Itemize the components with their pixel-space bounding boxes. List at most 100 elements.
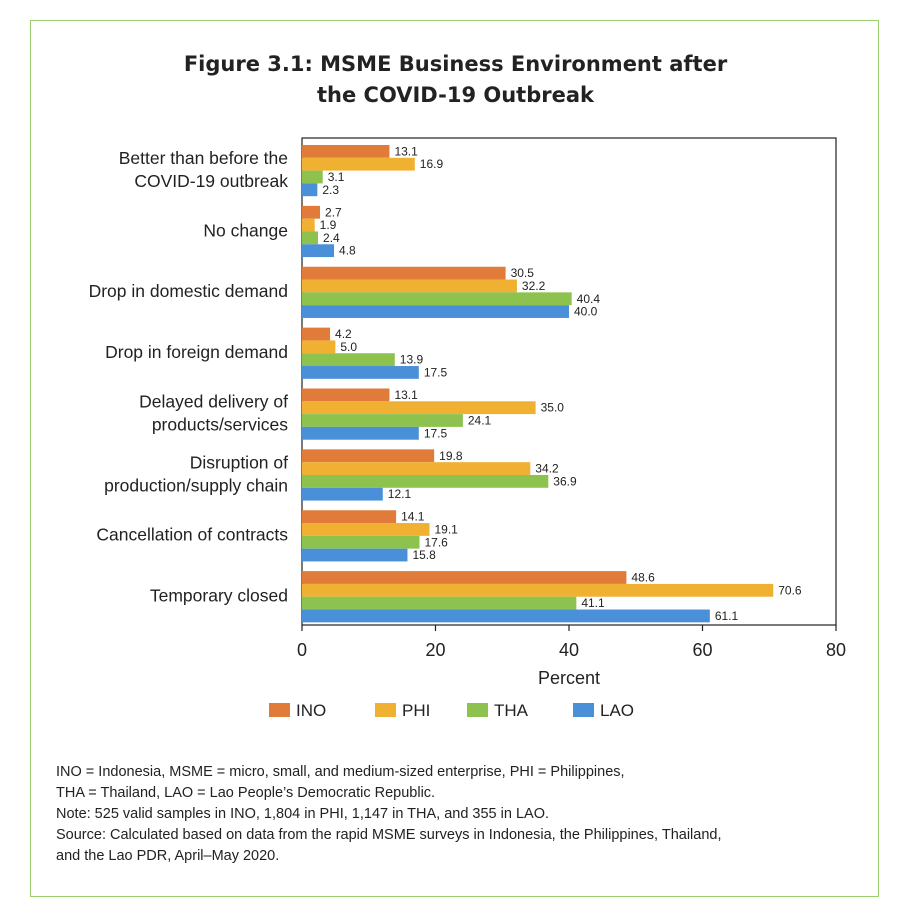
data-label-phi-5: 34.2	[535, 462, 559, 476]
category-label-0-0: Better than before the	[119, 148, 288, 168]
bar-phi-0	[302, 157, 415, 171]
bar-tha-0	[302, 170, 323, 184]
data-label-ino-4: 13.1	[394, 388, 418, 402]
data-label-tha-0: 3.1	[328, 170, 345, 184]
category-label-0-1: COVID-19 outbreak	[134, 171, 288, 191]
bar-lao-6	[302, 548, 408, 562]
data-label-ino-1: 2.7	[325, 205, 342, 219]
category-label-7-0: Temporary closed	[150, 586, 288, 606]
category-label-4-1: products/services	[152, 414, 288, 434]
chart-title-line-2: the COVID-19 Outbreak	[317, 83, 594, 107]
data-label-lao-7: 61.1	[715, 609, 739, 623]
bar-tha-3	[302, 353, 395, 367]
bar-ino-7	[302, 571, 627, 584]
data-label-tha-4: 24.1	[468, 414, 492, 428]
legend-swatch-lao	[573, 703, 594, 717]
data-label-tha-7: 41.1	[581, 596, 605, 610]
data-label-lao-0: 2.3	[322, 183, 339, 197]
figure-notes: INO = Indonesia, MSME = micro, small, an…	[56, 762, 856, 867]
legend-swatch-ino	[269, 703, 290, 717]
bar-lao-2	[302, 305, 569, 318]
data-label-lao-2: 40.0	[574, 305, 598, 319]
legend-swatch-tha	[467, 703, 488, 717]
bar-lao-5	[302, 487, 383, 501]
category-label-6-0: Cancellation of contracts	[96, 525, 288, 545]
bar-tha-1	[302, 231, 319, 245]
data-label-phi-0: 16.9	[420, 157, 444, 171]
chart-title: Figure 3.1: MSME Business Environment af…	[31, 49, 880, 111]
figure-frame: Figure 3.1: MSME Business Environment af…	[30, 20, 879, 897]
bar-ino-2	[302, 266, 506, 280]
data-label-lao-4: 17.5	[424, 426, 448, 440]
x-tick-label-2: 40	[559, 640, 579, 660]
note-line-2: THA = Thailand, LAO = Lao People’s Democ…	[56, 785, 436, 801]
x-tick-label-3: 60	[692, 640, 712, 660]
bar-ino-1	[302, 205, 321, 219]
note-line-1: INO = Indonesia, MSME = micro, small, an…	[56, 764, 625, 780]
category-label-1-0: No change	[203, 220, 288, 240]
data-label-tha-3: 13.9	[400, 353, 424, 367]
bar-phi-1	[302, 218, 315, 232]
data-label-ino-5: 19.8	[439, 449, 463, 463]
data-label-phi-2: 32.2	[522, 279, 546, 293]
bar-ino-4	[302, 388, 390, 402]
chart-title-line-1: Figure 3.1: MSME Business Environment af…	[183, 52, 728, 76]
legend-label-tha: THA	[494, 701, 529, 720]
bar-tha-5	[302, 474, 549, 488]
data-label-lao-1: 4.8	[339, 244, 356, 258]
bar-phi-5	[302, 462, 531, 475]
data-label-tha-2: 40.4	[577, 292, 601, 306]
data-label-ino-7: 48.6	[631, 571, 655, 585]
data-label-phi-1: 1.9	[320, 218, 337, 232]
bar-ino-0	[302, 145, 390, 158]
data-label-ino-6: 14.1	[401, 510, 425, 524]
category-label-4-0: Delayed delivery of	[139, 391, 288, 411]
bar-phi-6	[302, 523, 430, 536]
bar-tha-6	[302, 535, 420, 549]
legend-swatch-phi	[375, 703, 396, 717]
data-label-ino-2: 30.5	[511, 266, 535, 280]
note-line-4: Source: Calculated based on data from th…	[56, 827, 722, 843]
data-label-ino-0: 13.1	[394, 144, 418, 158]
data-label-lao-3: 17.5	[424, 365, 448, 379]
note-line-3: Note: 525 valid samples in INO, 1,804 in…	[56, 806, 550, 822]
bar-lao-3	[302, 366, 419, 379]
bar-ino-3	[302, 327, 331, 341]
bar-lao-1	[302, 244, 335, 258]
category-label-5-0: Disruption of	[190, 452, 288, 472]
bar-ino-6	[302, 510, 397, 524]
data-label-phi-6: 19.1	[434, 522, 458, 536]
legend-label-ino: INO	[296, 701, 326, 720]
category-label-5-1: production/supply chain	[104, 475, 288, 495]
bar-tha-7	[302, 596, 577, 610]
bar-tha-2	[302, 292, 572, 306]
x-tick-label-4: 80	[826, 640, 846, 660]
x-tick-label-1: 20	[425, 640, 445, 660]
bar-lao-4	[302, 426, 419, 440]
data-label-tha-5: 36.9	[553, 474, 577, 488]
data-label-tha-1: 2.4	[323, 231, 340, 245]
bar-phi-2	[302, 279, 517, 293]
bar-phi-4	[302, 401, 536, 415]
bar-tha-4	[302, 414, 463, 427]
category-label-2-0: Drop in domestic demand	[89, 281, 288, 301]
legend-label-phi: PHI	[402, 701, 430, 720]
data-label-lao-5: 12.1	[388, 487, 412, 501]
legend-label-lao: LAO	[600, 701, 634, 720]
x-tick-label-0: 0	[297, 640, 307, 660]
data-label-phi-4: 35.0	[541, 401, 565, 415]
data-label-ino-3: 4.2	[335, 327, 352, 341]
note-line-5: and the Lao PDR, April–May 2020.	[56, 848, 280, 864]
x-axis-label: Percent	[538, 668, 600, 688]
data-label-lao-6: 15.8	[412, 548, 436, 562]
bar-lao-7	[302, 609, 710, 623]
bar-ino-5	[302, 449, 435, 463]
category-label-3-0: Drop in foreign demand	[105, 342, 288, 362]
data-label-tha-6: 17.6	[424, 535, 448, 549]
bar-phi-7	[302, 583, 774, 597]
data-label-phi-3: 5.0	[340, 340, 357, 354]
bar-lao-0	[302, 183, 318, 197]
data-label-phi-7: 70.6	[778, 583, 802, 597]
bar-phi-3	[302, 340, 336, 354]
